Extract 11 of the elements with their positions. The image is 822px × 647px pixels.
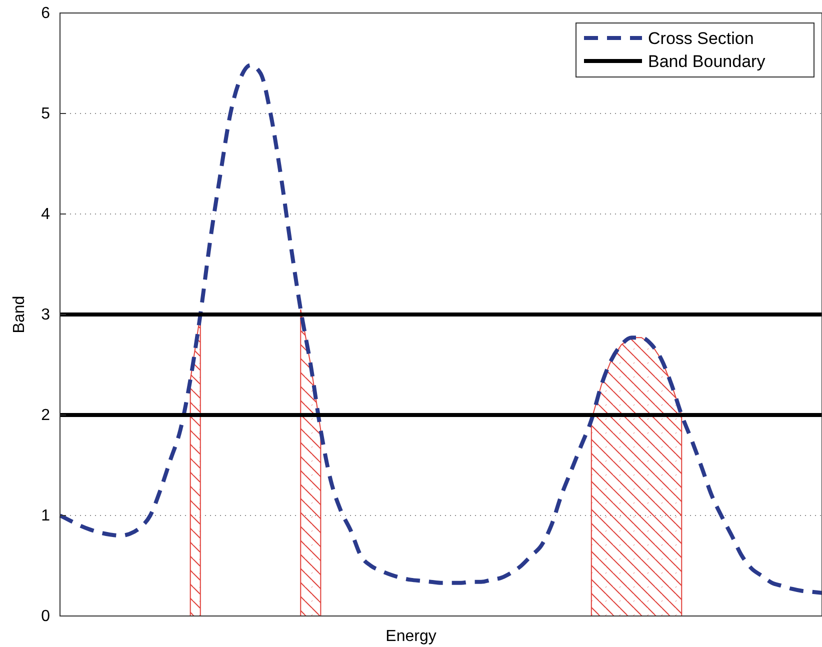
legend-label: Band Boundary [648,52,766,71]
legend-label: Cross Section [648,29,754,48]
y-tick-label: 4 [41,206,50,224]
y-tick-label: 1 [41,508,50,525]
x-axis-title: Energy [386,628,436,645]
y-tick-label: 5 [41,106,50,123]
y-tick-label: 0 [41,608,50,626]
y-axis-title: Band [11,296,28,334]
y-tick-label: 2 [41,407,50,424]
y-tick-label: 6 [41,5,50,22]
y-tick-label: 3 [41,306,50,324]
